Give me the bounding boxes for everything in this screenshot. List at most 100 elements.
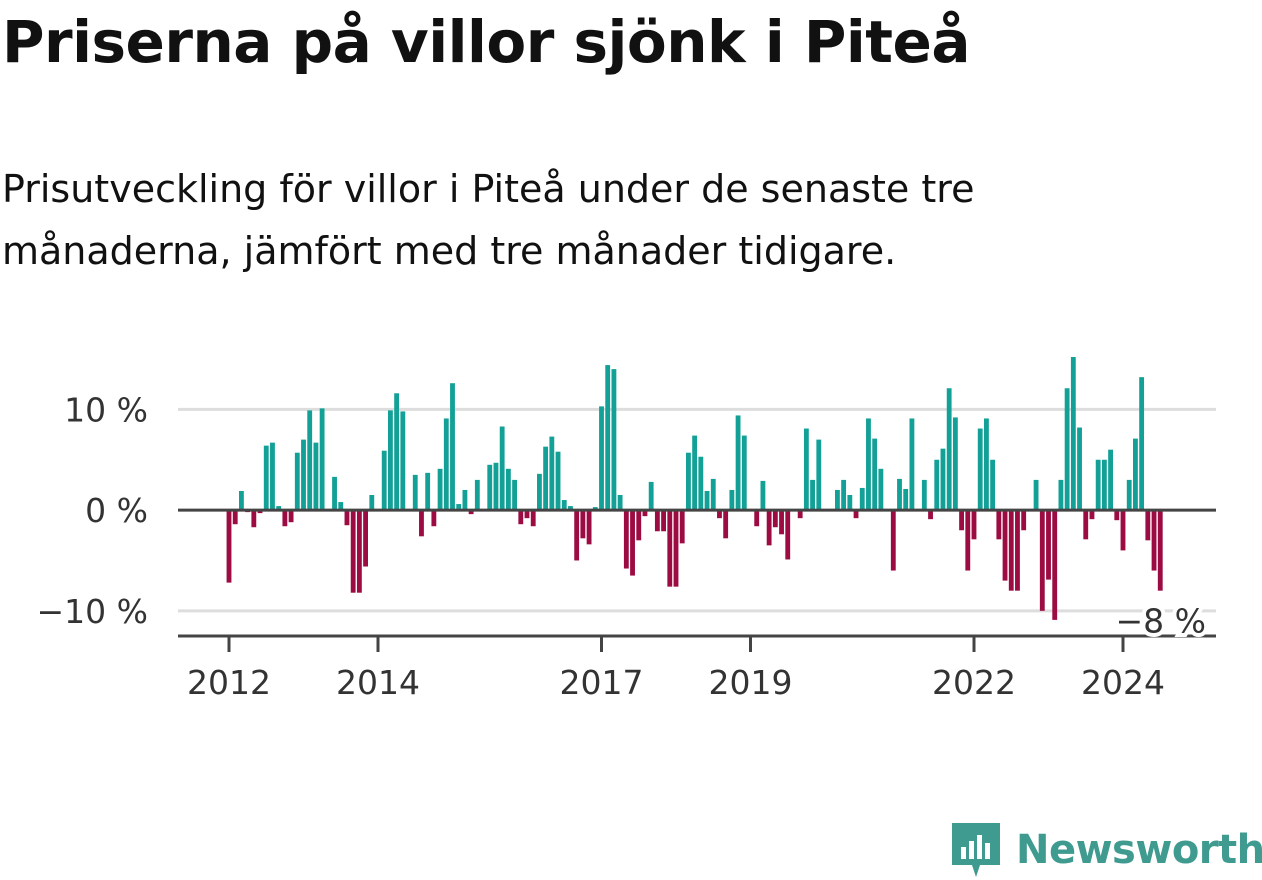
bar <box>1021 510 1027 531</box>
bar <box>369 495 375 511</box>
bar <box>1008 510 1014 591</box>
bar <box>493 462 499 511</box>
bar <box>803 428 809 511</box>
bar <box>1002 510 1008 581</box>
bar <box>239 490 244 511</box>
bar <box>903 488 909 511</box>
bar <box>1058 479 1064 511</box>
bar <box>866 418 871 511</box>
bar <box>276 506 282 511</box>
x-tick-label: 2024 <box>1081 663 1165 702</box>
bar <box>580 510 586 539</box>
y-tick-label: −10 % <box>37 592 149 631</box>
chart-title: Priserna på villor sjönk i Piteå <box>2 8 971 76</box>
bar <box>1046 510 1051 580</box>
bar <box>841 479 847 511</box>
x-tick-label: 2017 <box>560 663 644 702</box>
bar <box>816 439 822 511</box>
bar <box>462 489 468 511</box>
bar <box>1015 510 1020 591</box>
bar <box>338 502 344 511</box>
bar <box>1083 510 1089 540</box>
bar <box>642 510 648 517</box>
bar <box>232 510 238 525</box>
x-tick-label: 2012 <box>187 663 271 702</box>
bar <box>251 510 257 528</box>
bar <box>686 452 691 511</box>
bar <box>754 510 760 527</box>
bar <box>959 510 964 531</box>
bar <box>1039 510 1045 611</box>
bar <box>952 417 958 511</box>
bar <box>1070 357 1076 511</box>
bar <box>1064 388 1070 511</box>
bar <box>1114 510 1120 521</box>
bar <box>692 435 698 511</box>
bar <box>996 510 1002 540</box>
bar <box>431 510 437 527</box>
bar <box>1033 479 1039 511</box>
bar <box>667 510 673 587</box>
bar <box>878 468 884 511</box>
bar <box>400 411 406 511</box>
y-tick-label: 0 % <box>85 491 148 530</box>
bar <box>549 436 555 511</box>
bar <box>512 479 517 511</box>
bar <box>561 500 567 511</box>
bar <box>1126 479 1132 511</box>
bar <box>934 459 940 511</box>
bar <box>847 495 853 511</box>
chart-subtitle: Prisutveckling för villor i Piteå under … <box>2 167 975 273</box>
bar <box>499 426 505 511</box>
bar <box>263 445 269 511</box>
bar <box>717 510 722 519</box>
bar <box>474 479 480 511</box>
newsworthy-logo: Newsworthy <box>950 820 1262 880</box>
bar <box>779 510 784 535</box>
bar <box>288 510 294 523</box>
bar <box>344 510 350 526</box>
bar <box>468 510 474 515</box>
bar <box>965 510 971 571</box>
bar <box>735 415 741 511</box>
bar <box>710 478 716 511</box>
bar <box>971 510 977 540</box>
bar <box>909 418 915 511</box>
bar <box>1157 510 1163 591</box>
bar <box>356 510 362 593</box>
bar <box>592 507 598 511</box>
bar <box>599 406 604 511</box>
bar <box>946 388 952 511</box>
bar <box>537 473 542 511</box>
bar <box>505 468 511 511</box>
bar <box>555 451 561 511</box>
x-tick-label: 2014 <box>336 663 420 702</box>
bar <box>487 464 493 511</box>
bar <box>524 510 530 519</box>
labels: 10 % 0 % −10 % 2012 2014 2017 2019 2022 2024 −8 % <box>37 390 1211 702</box>
bar <box>785 510 791 560</box>
bar <box>741 435 747 511</box>
bar <box>723 510 729 539</box>
bar <box>257 510 263 514</box>
bar <box>766 510 772 546</box>
bar <box>307 410 313 511</box>
bar <box>921 479 927 511</box>
bar <box>443 418 449 511</box>
bar <box>772 510 778 528</box>
bar <box>928 510 933 520</box>
bar <box>729 489 735 511</box>
bar <box>425 472 431 511</box>
bar <box>630 510 635 576</box>
bar <box>319 408 325 511</box>
bar <box>872 438 878 511</box>
bar <box>1139 377 1145 511</box>
bar <box>412 474 418 511</box>
bar <box>332 476 337 511</box>
bar <box>760 480 766 511</box>
bar <box>586 510 592 545</box>
y-tick-label: 10 % <box>64 390 148 429</box>
bar <box>1095 459 1101 511</box>
bar <box>890 510 896 571</box>
bar <box>661 510 666 532</box>
